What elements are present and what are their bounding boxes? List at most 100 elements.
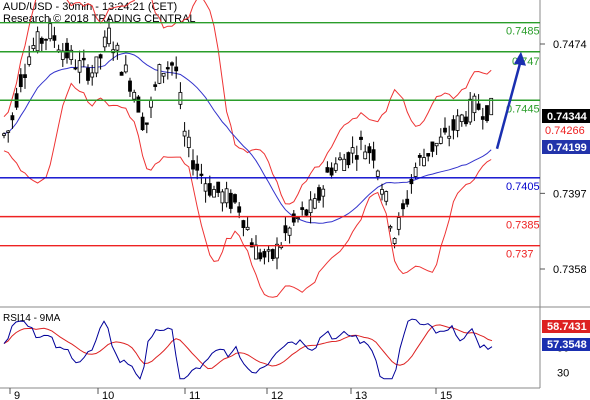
candle-body [338,157,342,161]
candle-body [73,67,78,70]
candle-body [434,142,439,147]
candle-body [380,189,384,195]
candle-body [203,183,208,192]
moving-average-badge: 0.74199 [547,142,587,154]
candle-body [102,36,107,48]
candle-body [384,191,389,202]
candle-body [245,226,250,230]
candle-body [199,173,204,176]
candle-body [312,198,317,209]
candle-body [262,251,267,258]
bollinger-upper-value: 0.74266 [545,125,585,137]
candle-body [237,206,242,213]
candle-body [60,50,65,60]
candle-body [186,136,191,148]
candle-body [115,44,120,51]
candle-body [220,191,225,204]
candle-body [119,71,124,76]
candle-body [396,217,401,230]
candle-body [94,56,99,74]
candle-body [321,188,326,197]
candle-body [90,72,95,78]
candle-body [2,133,6,136]
candle-body [23,74,27,78]
candle-body [10,115,15,121]
chart-title: AUD/USD - 30min - 13:24:21 (CET) [3,1,178,13]
candle-body [283,225,288,234]
candle-body [157,64,162,84]
x-tick-label: 11 [189,390,200,400]
candle-body [31,45,36,49]
candle-body [123,64,128,73]
candle-body [430,141,435,152]
candle-body [489,97,494,116]
candle-body [233,194,237,203]
forecast-arrow-head [514,51,526,66]
candle-body [401,203,405,210]
candle-body [86,67,90,81]
candle-body [472,95,477,114]
candle-body [447,135,452,139]
candle-body [77,60,82,73]
candle-body [170,62,174,66]
candle-body [367,146,372,154]
candle-body [426,153,431,157]
candle-body [140,116,145,131]
y-tick-label: 0.7474 [553,39,587,51]
candle-body [228,192,233,209]
candle-body [39,37,44,44]
candle-body [48,23,53,40]
candle-body [304,209,309,216]
level-label: 0.737 [506,249,534,261]
candle-body [254,244,258,260]
candle-body [65,42,69,59]
candle-body [476,103,481,110]
rsi-ma-line [3,324,493,370]
level-label: 0.7385 [506,220,540,232]
candle-body [52,35,57,41]
candle-body [249,242,254,248]
candle-body [44,38,48,41]
candle-body [371,149,376,161]
rsi-ma-badge: 58.7431 [547,321,587,333]
candle-body [405,198,410,205]
candle-body [354,155,359,160]
candle-body [35,31,40,52]
candle-body [195,163,200,171]
moving-average-badge-bg [542,140,590,154]
rsi-line [3,318,493,380]
candle-body [27,56,32,65]
candle-body [308,199,313,214]
candle-body [144,122,149,125]
candle-body [485,105,489,122]
x-tick-label: 9 [14,390,20,400]
candle-body [296,217,300,220]
candle-body [480,116,485,120]
candle-body [375,170,380,177]
rsi-badge-bg [542,338,590,351]
candle-body [438,136,443,144]
level-label: 0.7405 [506,181,540,193]
moving-average-line [3,52,492,224]
candle-body [182,130,187,137]
candle-body [455,115,460,131]
candle-body [69,49,74,60]
candle-body [107,27,111,45]
candle-body [275,243,279,259]
candle-body [417,155,422,158]
candle-body [392,238,397,244]
y-tick-label: 0.7397 [553,188,587,200]
candle-body [443,127,447,133]
candle-body [329,167,334,176]
candle-body [165,67,170,70]
candle-body [258,252,263,260]
bollinger-lower [3,82,492,298]
candle-body [128,80,132,92]
candle-body [191,160,195,170]
rsi-tick-label: 30 [557,368,569,380]
candle-body [291,213,296,223]
candle-body [6,130,11,133]
candle-body [266,249,271,252]
candle-body [342,158,347,171]
